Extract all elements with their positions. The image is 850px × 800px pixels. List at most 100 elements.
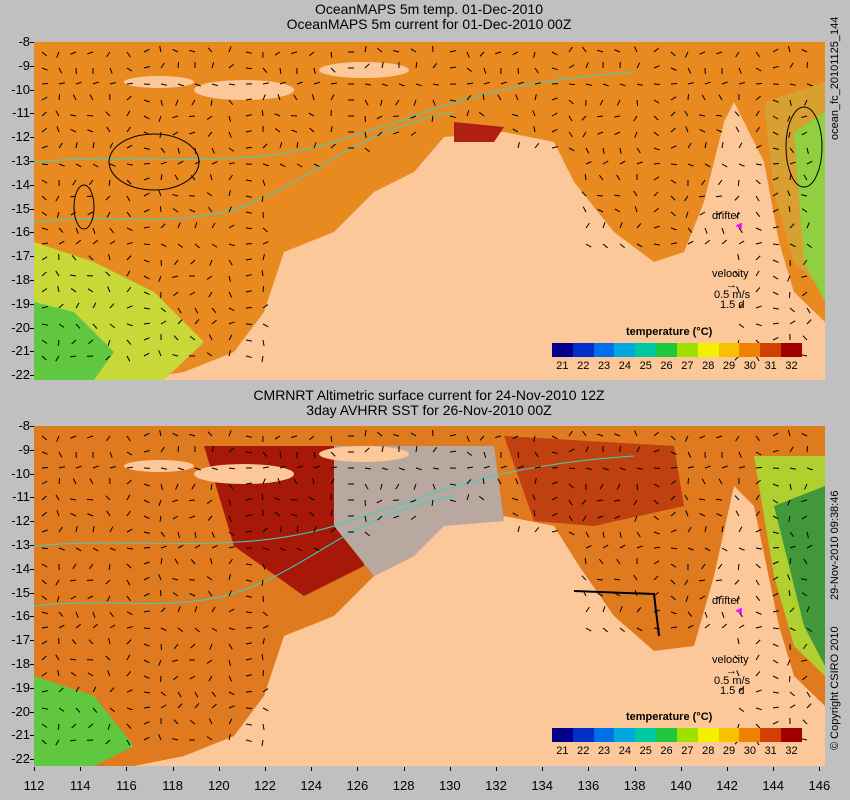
current-arrow	[772, 65, 779, 69]
current-arrow	[158, 190, 162, 197]
current-arrow	[158, 659, 162, 666]
current-arrow	[55, 110, 60, 117]
current-arrow	[126, 110, 131, 117]
current-arrow	[72, 179, 77, 186]
current-arrow	[75, 526, 78, 533]
current-arrow	[228, 627, 235, 631]
current-arrow	[126, 227, 133, 231]
current-arrow	[262, 339, 265, 346]
latitude-tick	[30, 735, 34, 737]
current-arrow	[228, 499, 232, 506]
colorbar-tick: 21	[556, 745, 569, 757]
current-arrow	[735, 51, 740, 58]
current-arrow	[126, 563, 132, 569]
current-arrow	[126, 270, 131, 277]
current-arrow	[755, 654, 760, 661]
latitude-label: -18	[11, 272, 30, 287]
current-arrow	[58, 611, 64, 617]
current-arrow	[512, 497, 519, 501]
current-arrow	[568, 131, 573, 138]
current-arrow	[279, 67, 282, 75]
current-arrow	[109, 227, 114, 234]
current-arrow	[670, 67, 677, 71]
current-arrow	[616, 174, 621, 181]
latitude-tick	[30, 327, 34, 329]
current-arrow	[194, 222, 198, 229]
current-arrow	[41, 529, 48, 533]
current-arrow	[533, 51, 536, 58]
longitude-label: 118	[162, 778, 183, 793]
current-arrow	[787, 46, 791, 53]
longitude-tick	[496, 767, 497, 771]
current-arrow	[92, 465, 99, 469]
top-drifter-label: drifter	[712, 210, 741, 222]
current-arrow	[261, 739, 264, 746]
current-arrow	[206, 275, 213, 280]
longitude-label: 132	[485, 778, 507, 793]
current-arrow	[687, 142, 692, 149]
current-arrow	[177, 467, 184, 471]
current-arrow	[143, 337, 150, 341]
current-arrow	[126, 547, 133, 550]
current-arrow	[228, 321, 235, 325]
current-arrow	[613, 578, 621, 581]
current-arrow	[172, 193, 179, 197]
current-arrow	[684, 579, 689, 586]
current-arrow	[551, 451, 558, 455]
current-arrow	[515, 478, 519, 485]
current-arrow	[772, 192, 779, 197]
current-arrow	[449, 499, 456, 503]
current-arrow	[755, 211, 761, 217]
current-arrow	[41, 179, 48, 184]
current-arrow	[715, 195, 723, 198]
current-arrow	[755, 126, 761, 133]
current-arrow	[143, 643, 150, 647]
current-arrow	[296, 547, 303, 552]
current-arrow	[619, 222, 623, 229]
current-arrow	[581, 499, 587, 505]
current-arrow	[126, 82, 134, 85]
current-arrow	[177, 61, 180, 69]
current-arrow	[735, 126, 740, 133]
current-arrow	[377, 515, 383, 521]
current-arrow	[92, 623, 98, 629]
current-arrow	[789, 243, 796, 248]
current-arrow	[313, 163, 320, 168]
current-arrow	[653, 609, 660, 613]
current-arrow	[381, 446, 384, 453]
current-arrow	[88, 179, 94, 186]
current-arrow	[806, 147, 809, 154]
bottom-map-panel[interactable]	[34, 426, 825, 766]
current-arrow	[308, 496, 315, 501]
current-arrow	[568, 147, 575, 152]
current-arrow	[143, 659, 150, 664]
current-arrow	[143, 147, 150, 150]
current-arrow	[517, 465, 524, 469]
longitude-label: 142	[716, 778, 738, 793]
top-map-panel[interactable]	[34, 42, 825, 380]
current-arrow	[330, 527, 336, 533]
current-arrow	[293, 478, 298, 485]
current-arrow	[190, 259, 196, 265]
current-arrow	[143, 483, 150, 487]
current-arrow	[789, 223, 795, 229]
current-arrow	[755, 227, 762, 231]
current-arrow	[716, 51, 723, 55]
current-arrow	[228, 83, 236, 86]
current-arrow	[738, 547, 745, 551]
current-arrow	[228, 243, 235, 247]
current-arrow	[262, 179, 266, 186]
latitude-label: -17	[11, 632, 30, 648]
current-arrow	[158, 115, 162, 122]
latitude-tick	[30, 351, 34, 353]
current-arrow	[636, 627, 643, 632]
current-arrow	[71, 639, 77, 645]
current-arrow	[75, 465, 82, 469]
current-arrow	[393, 50, 400, 53]
current-arrow	[802, 335, 808, 341]
current-arrow	[105, 111, 111, 117]
latitude-tick	[30, 473, 34, 475]
current-arrow	[291, 51, 298, 54]
current-arrow	[715, 579, 723, 582]
current-arrow	[262, 82, 269, 85]
